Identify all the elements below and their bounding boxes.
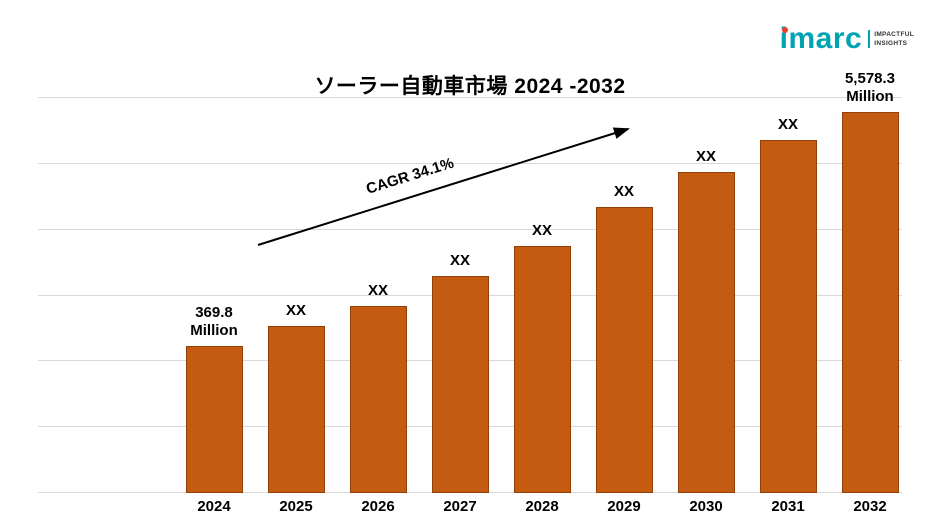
cagr-annotation: CAGR 34.1% (364, 155, 456, 198)
x-axis-label-2026: 2026 (361, 498, 395, 515)
x-axis-label-2024: 2024 (197, 498, 231, 515)
bar-value-label-2028: XX (531, 222, 552, 240)
bar-group-2026: XX (337, 70, 419, 493)
logo-tagline: IMPACTFUL INSIGHTS (868, 29, 914, 49)
bar-2026 (349, 306, 407, 493)
logo-tagline-line2: INSIGHTS (874, 40, 908, 47)
bar-2024 (185, 346, 243, 493)
imarc-logo-text: imarc (779, 22, 863, 55)
logo-dot-icon (781, 27, 788, 33)
bar-group-2031: XX (747, 70, 829, 493)
bar-value-label-2026: XX (367, 282, 388, 300)
bar-group-2027: XX (419, 70, 501, 493)
x-axis-label-2029: 2029 (607, 498, 641, 515)
imarc-logo-brand-wrap: imarc (780, 24, 863, 54)
bar-value-label-2031: XX (777, 116, 798, 134)
bar-2031 (759, 140, 817, 493)
x-axis-label-2027: 2027 (443, 498, 477, 515)
bar-2030 (677, 172, 735, 493)
plot-area: CAGR 34.1% 369.8 Million XX XX XX XX XX XX XX 5,… (38, 70, 902, 493)
cagr-trend-arrow: CAGR 34.1% (257, 127, 630, 246)
gridline (38, 229, 902, 230)
bar-value-label-2024: 369.8 Million (190, 303, 238, 340)
x-axis-label-2030: 2030 (689, 498, 723, 515)
bar-value-label-2030: XX (695, 148, 716, 166)
bar-2028 (513, 246, 571, 493)
bar-value-label-2027: XX (449, 252, 470, 270)
bar-group-2032: 5,578.3 Million (829, 69, 911, 493)
bar-group-2029: XX (583, 70, 665, 493)
x-axis-labels: 2024 2025 2026 2027 2028 2029 2030 2031 2032 (173, 498, 911, 515)
logo-tagline-line1: IMPACTFUL (874, 30, 914, 38)
bar-value-label-2032: 5,578.3 Million (844, 69, 896, 106)
x-axis-label-2028: 2028 (525, 498, 559, 515)
x-axis-label-2025: 2025 (279, 498, 313, 515)
bar-group-2030: XX (665, 70, 747, 493)
bar-2027 (431, 276, 489, 493)
bar-value-label-2029: XX (613, 183, 634, 201)
chart-title: ソーラー自動車市場 2024 -2032 (314, 75, 626, 98)
bars-row: 369.8 Million XX XX XX XX XX XX XX 5,578.3 Milli… (173, 69, 911, 493)
bar-2029 (595, 207, 653, 493)
bar-2032 (841, 112, 899, 493)
x-axis-label-2032: 2032 (853, 498, 887, 515)
bar-group-2028: XX (501, 70, 583, 493)
bar-2025 (267, 326, 325, 493)
x-axis-label-2031: 2031 (771, 498, 805, 515)
bar-group-2024: 369.8 Million (173, 70, 255, 493)
imarc-logo: imarc IMPACTFUL INSIGHTS (780, 24, 914, 54)
trend-arrow-line (257, 127, 630, 246)
bar-value-label-2025: XX (285, 302, 306, 320)
gridline (38, 97, 902, 98)
gridline (38, 163, 902, 164)
bar-group-2025: XX (255, 70, 337, 493)
